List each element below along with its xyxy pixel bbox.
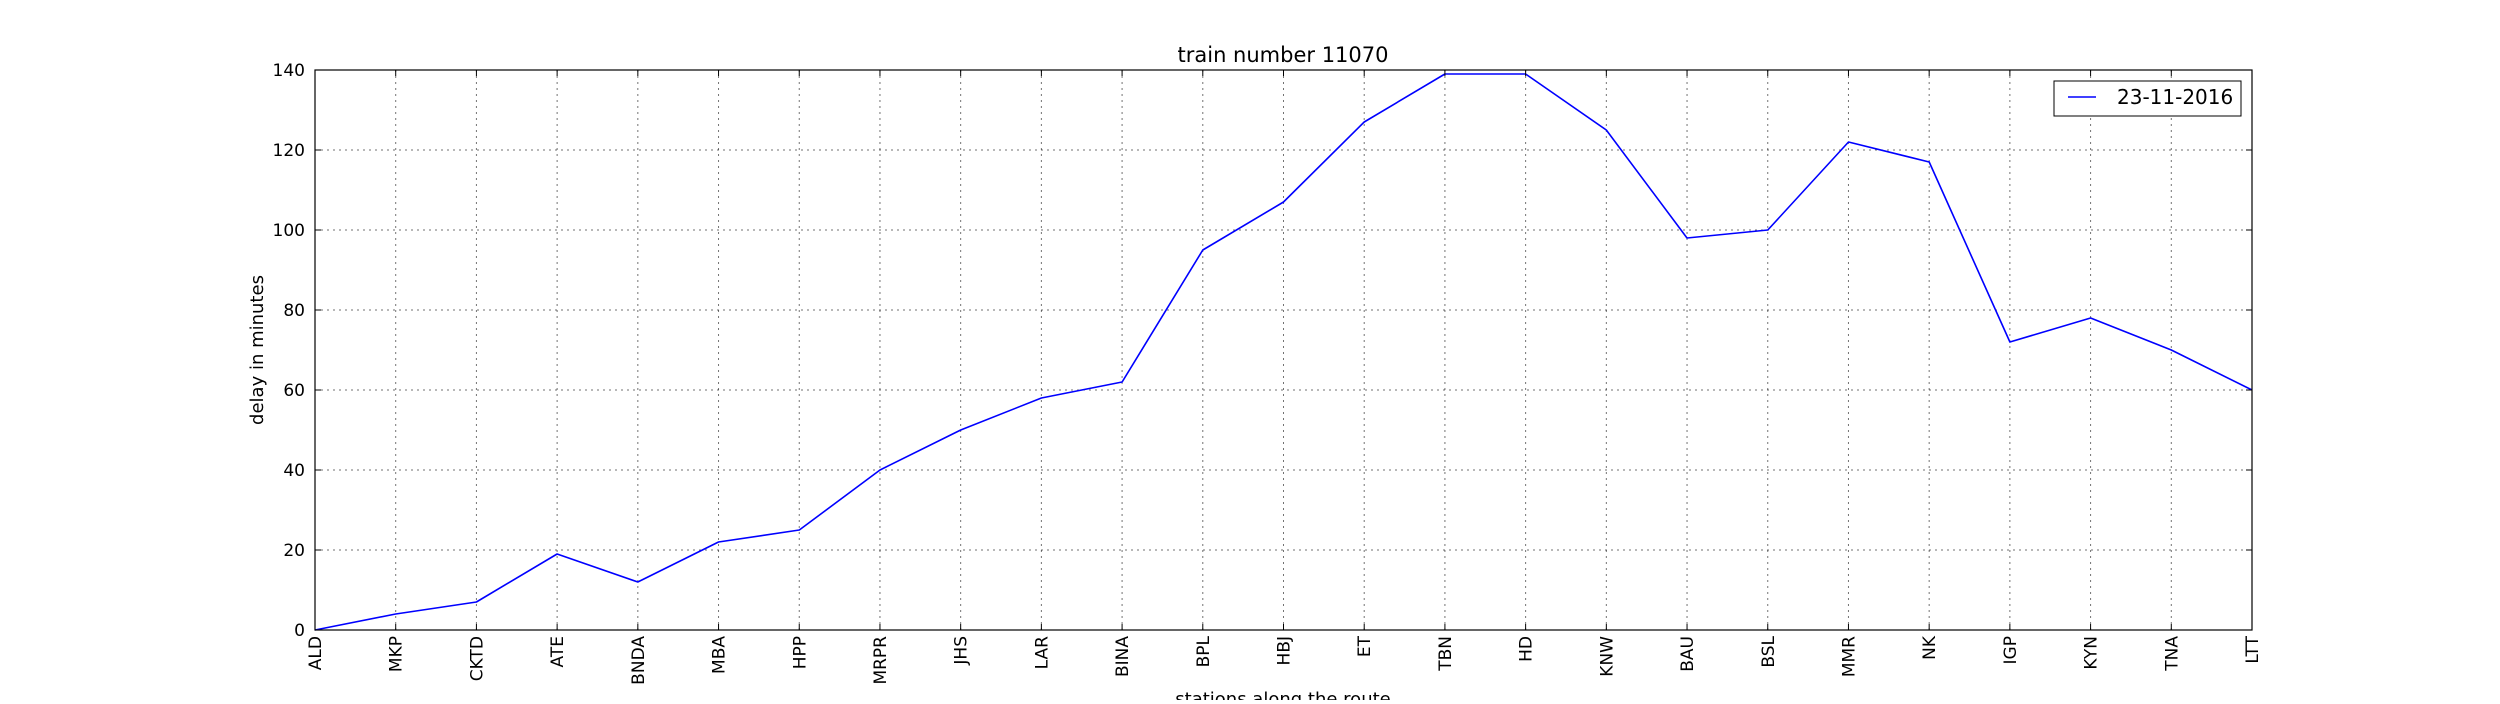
x-tick-label: TNA bbox=[2162, 636, 2182, 672]
y-tick-label: 20 bbox=[283, 541, 305, 561]
x-tick-label: ALD bbox=[306, 636, 326, 670]
y-tick-label: 100 bbox=[273, 221, 305, 241]
x-tick-label: BPL bbox=[1194, 635, 1214, 667]
x-tick-label: LAR bbox=[1032, 636, 1052, 669]
y-tick-label: 120 bbox=[273, 141, 305, 161]
x-tick-label: MKP bbox=[387, 636, 407, 672]
x-tick-label: BNDA bbox=[629, 636, 649, 685]
y-tick-label: 140 bbox=[273, 61, 305, 81]
x-tick-label: TBN bbox=[1436, 636, 1456, 672]
legend-box bbox=[2053, 80, 2242, 117]
x-tick-label: BINA bbox=[1113, 636, 1133, 677]
y-axis-label: delay in minutes bbox=[247, 275, 268, 425]
y-tick-label: 80 bbox=[283, 301, 305, 321]
y-tick-label: 40 bbox=[283, 461, 305, 481]
x-tick-label: JHS bbox=[952, 636, 972, 666]
x-tick-label: NK bbox=[1920, 635, 1940, 660]
legend: 23-11-2016 bbox=[2053, 80, 2242, 117]
x-tick-label: MBA bbox=[710, 636, 730, 674]
x-tick-label: LTT bbox=[2243, 635, 2263, 663]
chart-title: train number 11070 bbox=[1178, 43, 1389, 67]
x-tick-label: HBJ bbox=[1275, 636, 1295, 665]
series-layer bbox=[314, 73, 2253, 631]
grid-layer bbox=[315, 70, 2252, 630]
legend-label: 23-11-2016 bbox=[2117, 85, 2233, 109]
x-axis-label: stations along the route bbox=[1175, 689, 1390, 700]
x-tick-label: IGP bbox=[2001, 636, 2021, 664]
x-tick-label: HPP bbox=[790, 636, 810, 669]
x-tick-label: HD bbox=[1517, 636, 1537, 662]
x-tick-label: ATE bbox=[548, 636, 568, 667]
x-tick-label: MMR bbox=[1839, 636, 1859, 677]
x-tick-label: KYN bbox=[2082, 636, 2102, 670]
x-ticks: ALD MKP CKTD ATE BNDA MBA HPP MRPR JHS LAR BINA BPL… bbox=[306, 70, 2263, 685]
x-tick-label: BAU bbox=[1678, 636, 1698, 672]
x-tick-label: ET bbox=[1355, 635, 1375, 657]
y-tick-label: 60 bbox=[283, 381, 305, 401]
y-tick-label: 0 bbox=[294, 621, 305, 641]
x-tick-label: KNW bbox=[1597, 636, 1617, 677]
series-line bbox=[314, 73, 2253, 631]
x-tick-label: CKTD bbox=[467, 636, 487, 681]
x-tick-label: BSL bbox=[1759, 635, 1779, 667]
x-tick-label: MRPR bbox=[871, 636, 891, 685]
y-ticks: 0 20 40 60 80 100 120 140 bbox=[273, 61, 2252, 641]
